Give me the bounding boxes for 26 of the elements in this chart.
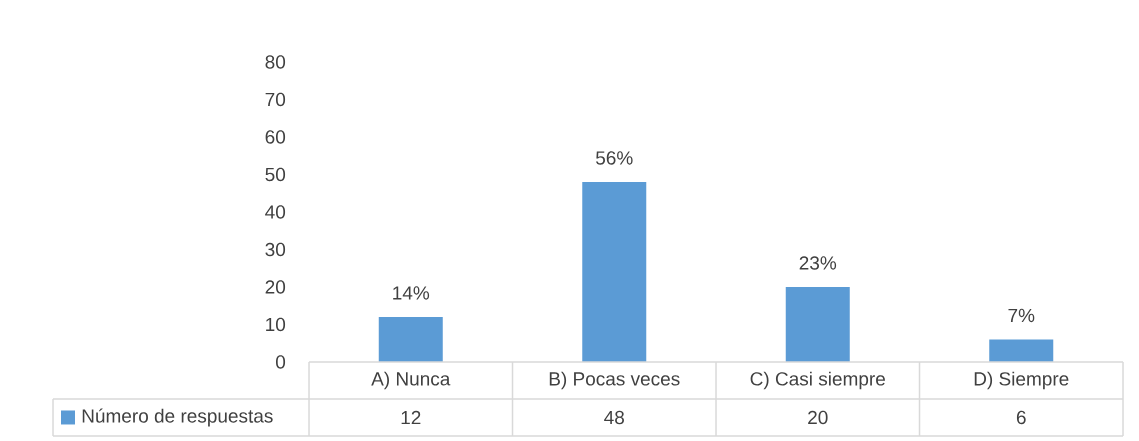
x-tick-label: D) Siempre [974, 371, 1069, 390]
y-tick-label: 70 [265, 92, 286, 107]
annotation: 7% [1008, 308, 1035, 323]
legend-label: Número de respuestas [82, 408, 273, 427]
y-tick-label: 80 [265, 55, 286, 69]
x-tick-label: A) Nunca [371, 371, 451, 390]
x-tick-label: C) Casi siempre [750, 371, 885, 390]
bar [378, 316, 443, 362]
annotation: 14% [393, 286, 430, 300]
y-tick-label: 60 [265, 130, 286, 144]
bar [785, 286, 850, 362]
data-label: 6 [1016, 410, 1026, 425]
annotation: 23% [799, 256, 837, 270]
y-tick-label: 50 [265, 167, 286, 182]
data-label: 20 [808, 410, 828, 425]
bar [989, 339, 1054, 362]
y-tick-label: 10 [266, 317, 286, 332]
y-tick-label: 40 [265, 205, 286, 219]
y-tick-label: 30 [265, 242, 286, 257]
bar [582, 181, 647, 362]
y-tick-label: 0 [275, 355, 286, 369]
y-tick-label: 20 [265, 280, 286, 294]
annotation: 56% [596, 151, 633, 165]
data-label: 48 [604, 410, 624, 425]
data-label: 12 [401, 410, 421, 425]
x-tick-label: B) Pocas veces [549, 371, 680, 390]
